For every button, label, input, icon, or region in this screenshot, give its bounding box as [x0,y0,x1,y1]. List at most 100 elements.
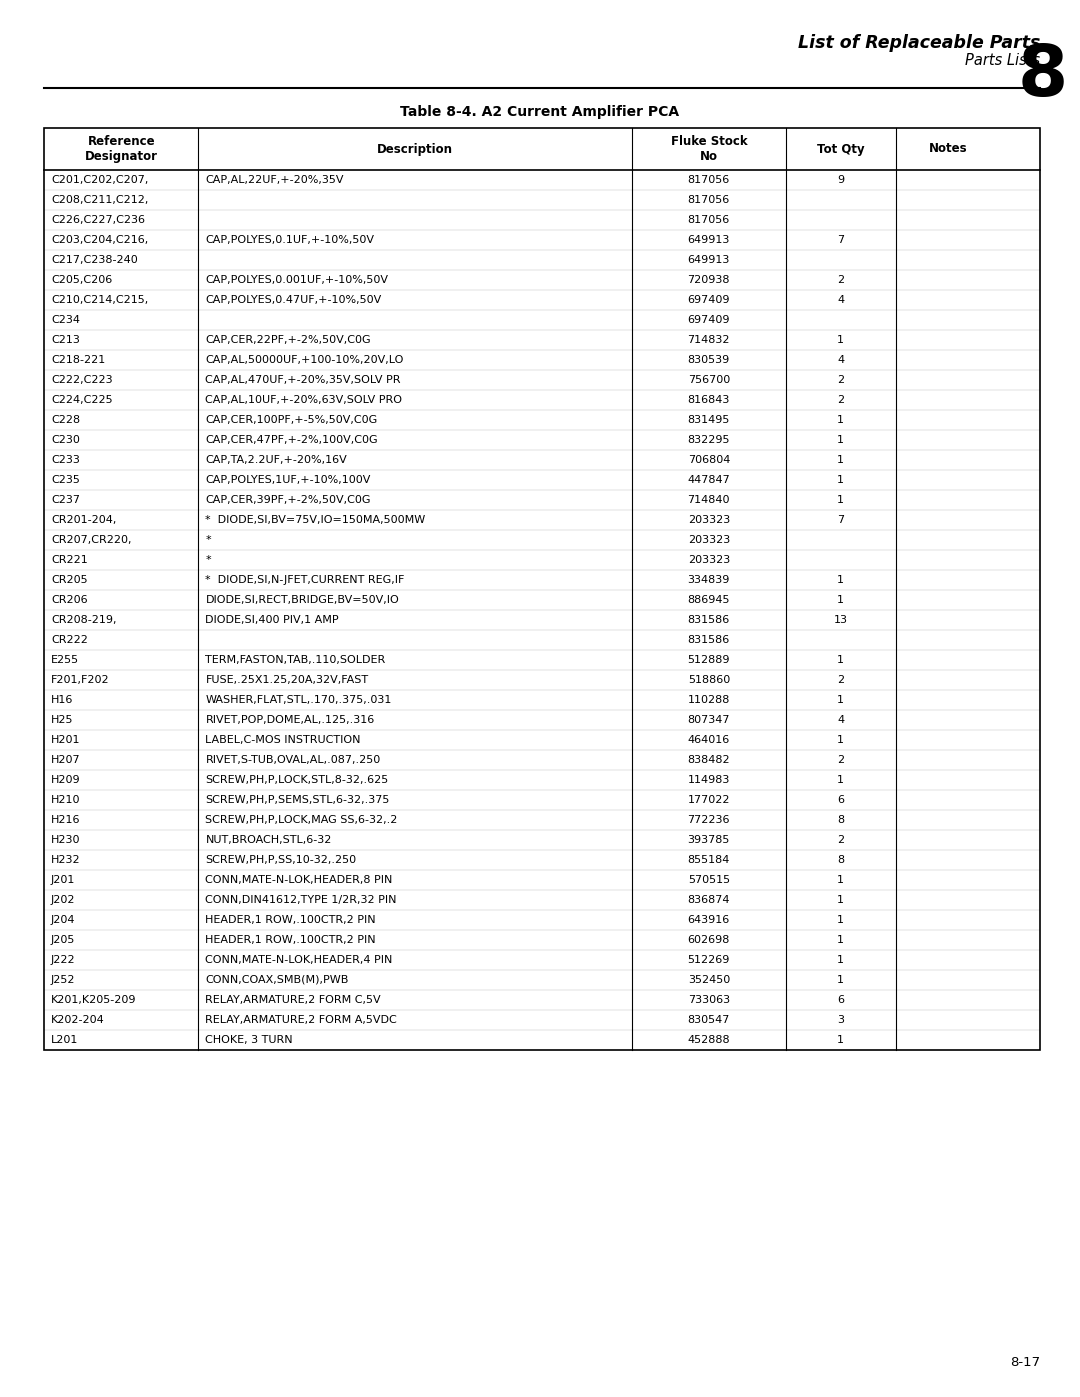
Text: 6: 6 [837,795,845,805]
Text: C205,C206: C205,C206 [51,275,112,285]
Text: SCREW,PH,P,LOCK,STL,8-32,.625: SCREW,PH,P,LOCK,STL,8-32,.625 [205,775,389,785]
Text: J204: J204 [51,915,76,925]
Text: CAP,AL,10UF,+-20%,63V,SOLV PRO: CAP,AL,10UF,+-20%,63V,SOLV PRO [205,395,403,405]
Text: CAP,POLYES,0.1UF,+-10%,50V: CAP,POLYES,0.1UF,+-10%,50V [205,235,375,244]
Text: J205: J205 [51,935,76,944]
Text: 8: 8 [837,855,845,865]
Text: 1: 1 [837,935,845,944]
Text: 6: 6 [837,995,845,1004]
Text: 1: 1 [837,694,845,705]
Text: 714832: 714832 [688,335,730,345]
Text: CR201-204,: CR201-204, [51,515,117,525]
Text: 1: 1 [837,475,845,485]
Text: E255: E255 [51,655,79,665]
Text: Tot Qty: Tot Qty [816,142,865,155]
Text: CAP,CER,100PF,+-5%,50V,C0G: CAP,CER,100PF,+-5%,50V,C0G [205,415,378,425]
Text: K202-204: K202-204 [51,1016,105,1025]
Text: CAP,POLYES,0.001UF,+-10%,50V: CAP,POLYES,0.001UF,+-10%,50V [205,275,389,285]
Text: 714840: 714840 [688,495,730,504]
Text: 830539: 830539 [688,355,730,365]
Text: CAP,CER,22PF,+-2%,50V,C0G: CAP,CER,22PF,+-2%,50V,C0G [205,335,372,345]
Text: 697409: 697409 [688,295,730,305]
Text: K201,K205-209: K201,K205-209 [51,995,136,1004]
Text: 8-17: 8-17 [1010,1356,1040,1369]
Text: CR205: CR205 [51,576,87,585]
Text: CR221: CR221 [51,555,87,564]
Text: 831586: 831586 [688,636,730,645]
Text: 855184: 855184 [688,855,730,865]
Text: 4: 4 [837,355,845,365]
Text: 3: 3 [837,1016,845,1025]
Text: 352450: 352450 [688,975,730,985]
Text: H232: H232 [51,855,81,865]
Text: List of Replaceable Parts: List of Replaceable Parts [798,34,1040,52]
Text: RIVET,POP,DOME,AL,.125,.316: RIVET,POP,DOME,AL,.125,.316 [205,715,375,725]
Text: 7: 7 [837,515,845,525]
Text: Fluke Stock
No: Fluke Stock No [671,136,747,163]
Text: 2: 2 [837,754,845,766]
Text: 838482: 838482 [688,754,730,766]
Text: FUSE,.25X1.25,20A,32V,FAST: FUSE,.25X1.25,20A,32V,FAST [205,675,368,685]
Text: 393785: 393785 [688,835,730,845]
Text: 13: 13 [834,615,848,624]
Text: 1: 1 [837,735,845,745]
Text: C234: C234 [51,314,80,326]
Text: J201: J201 [51,875,76,886]
Text: Description: Description [377,142,453,155]
Text: 697409: 697409 [688,314,730,326]
Text: 2: 2 [837,374,845,386]
Text: H230: H230 [51,835,81,845]
Text: 720938: 720938 [688,275,730,285]
Text: Reference
Designator: Reference Designator [84,136,158,163]
Text: 2: 2 [837,395,845,405]
Text: 9: 9 [837,175,845,184]
Text: 334839: 334839 [688,576,730,585]
Text: 1: 1 [837,335,845,345]
Text: CONN,MATE-N-LOK,HEADER,4 PIN: CONN,MATE-N-LOK,HEADER,4 PIN [205,956,393,965]
Text: C218-221: C218-221 [51,355,105,365]
Text: DIODE,SI,RECT,BRIDGE,BV=50V,IO: DIODE,SI,RECT,BRIDGE,BV=50V,IO [205,595,400,605]
Text: 602698: 602698 [688,935,730,944]
Text: 817056: 817056 [688,196,730,205]
Bar [44,129,1040,1051]
Text: 8: 8 [837,814,845,826]
Text: C228: C228 [51,415,80,425]
Text: 1: 1 [837,655,845,665]
Text: 1: 1 [837,875,845,886]
Text: Notes: Notes [929,142,968,155]
Text: 886945: 886945 [688,595,730,605]
Text: *: * [205,555,211,564]
Text: C235: C235 [51,475,80,485]
Text: 1: 1 [837,595,845,605]
Text: 830547: 830547 [688,1016,730,1025]
Text: NUT,BROACH,STL,6-32: NUT,BROACH,STL,6-32 [205,835,332,845]
Text: 512269: 512269 [688,956,730,965]
Text: H210: H210 [51,795,81,805]
Text: WASHER,FLAT,STL,.170,.375,.031: WASHER,FLAT,STL,.170,.375,.031 [205,694,392,705]
Text: C208,C211,C212,: C208,C211,C212, [51,196,148,205]
Text: 1: 1 [837,495,845,504]
Text: 1: 1 [837,576,845,585]
Text: 203323: 203323 [688,555,730,564]
Text: 832295: 832295 [688,434,730,446]
Text: Table 8-4. A2 Current Amplifier PCA: Table 8-4. A2 Current Amplifier PCA [401,105,679,119]
Text: SCREW,PH,P,SS,10-32,.250: SCREW,PH,P,SS,10-32,.250 [205,855,356,865]
Text: 807347: 807347 [688,715,730,725]
Text: DIODE,SI,400 PIV,1 AMP: DIODE,SI,400 PIV,1 AMP [205,615,339,624]
Text: *: * [205,535,211,545]
Text: 1: 1 [837,895,845,905]
Text: 756700: 756700 [688,374,730,386]
Text: HEADER,1 ROW,.100CTR,2 PIN: HEADER,1 ROW,.100CTR,2 PIN [205,915,376,925]
Text: C217,C238-240: C217,C238-240 [51,256,138,265]
Text: C226,C227,C236: C226,C227,C236 [51,215,145,225]
Text: CAP,AL,22UF,+-20%,35V: CAP,AL,22UF,+-20%,35V [205,175,343,184]
Text: 4: 4 [837,715,845,725]
Text: 177022: 177022 [688,795,730,805]
Text: 816843: 816843 [688,395,730,405]
Text: 7: 7 [837,235,845,244]
Text: C213: C213 [51,335,80,345]
Text: H25: H25 [51,715,73,725]
Text: RELAY,ARMATURE,2 FORM C,5V: RELAY,ARMATURE,2 FORM C,5V [205,995,381,1004]
Text: J202: J202 [51,895,76,905]
Text: H216: H216 [51,814,81,826]
